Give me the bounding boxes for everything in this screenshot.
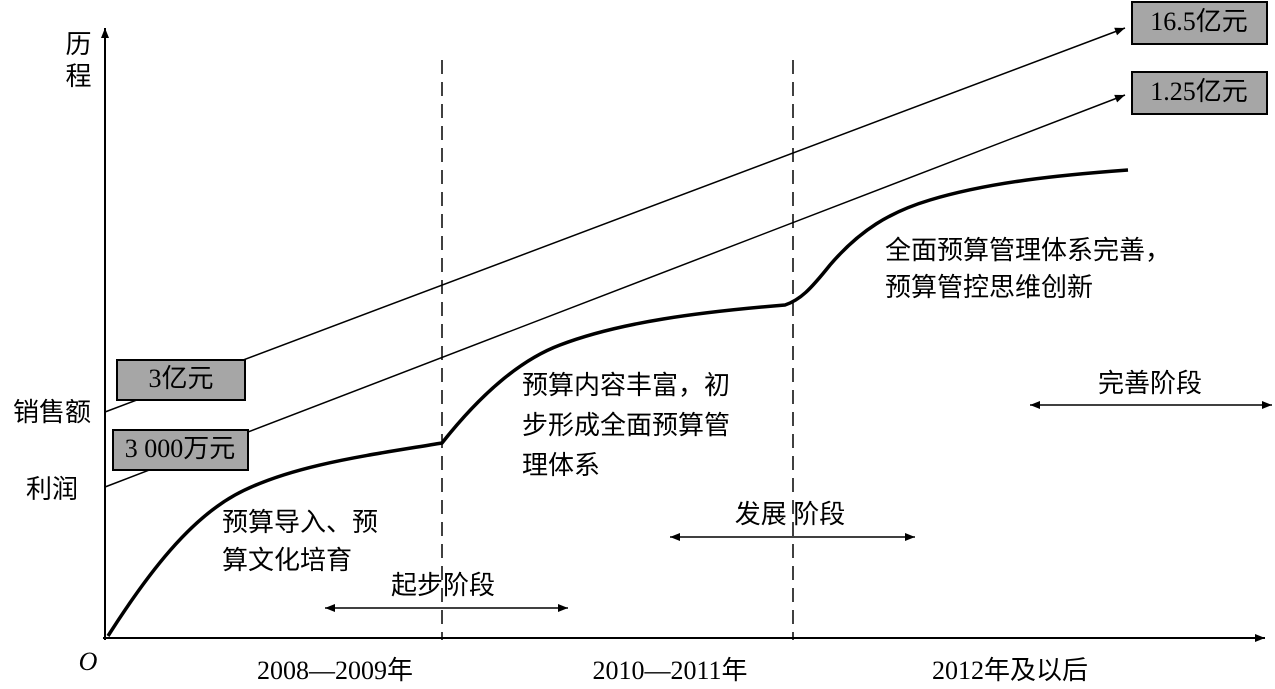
- sales-line: [104, 27, 1126, 413]
- stage-label: 完善阶段: [1098, 369, 1202, 398]
- value-box: [112, 429, 249, 471]
- box-label: 3 000万元: [125, 434, 236, 463]
- value-box: [116, 359, 246, 401]
- period-label: 2008—2009年: [257, 656, 413, 685]
- period-label: 2010—2011年: [592, 656, 747, 685]
- description-line: 预算导入、预: [222, 508, 378, 537]
- description-line: 预算内容丰富，初: [522, 371, 730, 400]
- stage-label: 发展 阶段: [735, 500, 846, 529]
- stage-label: 起步阶段: [391, 571, 495, 600]
- y-axis-label: 历程: [62, 30, 91, 94]
- description-line: 理体系: [522, 451, 600, 480]
- box-label: 16.5亿元: [1150, 7, 1248, 36]
- value-box: [1131, 71, 1268, 115]
- origin-label: O: [79, 647, 98, 676]
- y-label: 利润: [26, 475, 78, 504]
- value-box: [1131, 1, 1268, 45]
- box-label: 3亿元: [148, 364, 213, 393]
- description-line: 算文化培育: [222, 546, 352, 575]
- description-line: 全面预算管理体系完善，: [885, 236, 1171, 265]
- box-label: 1.25亿元: [1150, 77, 1248, 106]
- development-curve: [106, 168, 1129, 637]
- y-label: 销售额: [13, 398, 91, 427]
- profit-line: [104, 94, 1126, 488]
- period-label: 2012年及以后: [932, 656, 1088, 685]
- description-line: 预算管控思维创新: [885, 273, 1093, 302]
- description-line: 步形成全面预算管: [522, 411, 730, 440]
